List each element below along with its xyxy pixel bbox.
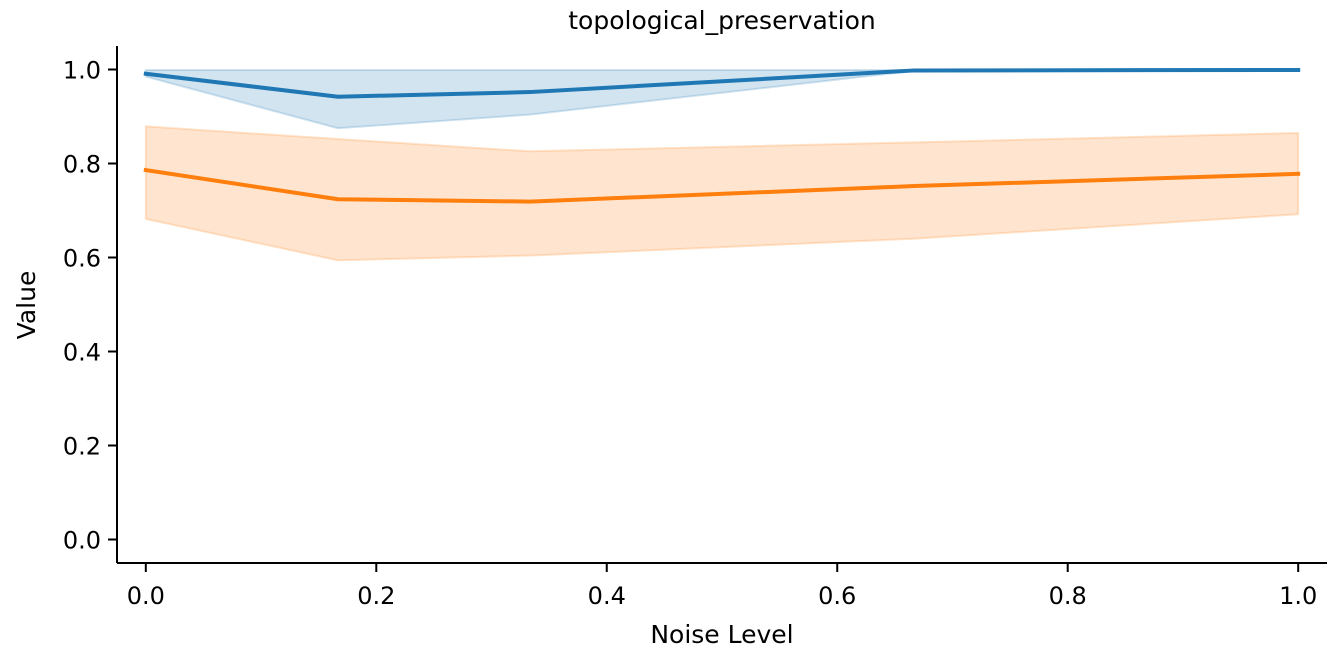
y-tick-label: 0.0 bbox=[63, 527, 101, 555]
x-axis-label: Noise Level bbox=[650, 620, 793, 649]
x-tick-label: 0.0 bbox=[127, 582, 165, 610]
y-tick-label: 0.8 bbox=[63, 151, 101, 179]
y-tick-label: 0.2 bbox=[63, 433, 101, 461]
series-line-2 bbox=[143, 167, 1301, 204]
x-tick-label: 0.8 bbox=[1049, 582, 1087, 610]
series-lines bbox=[143, 67, 1301, 204]
chart-title: topological_preservation bbox=[568, 6, 876, 35]
confidence-band-1 bbox=[144, 68, 1300, 130]
series-line-1 bbox=[143, 67, 1301, 99]
x-tick-label: 0.6 bbox=[818, 582, 856, 610]
x-tick-label: 0.4 bbox=[588, 582, 626, 610]
y-ticks: 0.0 0.2 0.4 0.6 0.8 1.0 bbox=[63, 57, 117, 555]
y-axis-label: Value bbox=[12, 271, 41, 340]
confidence-bands bbox=[144, 68, 1300, 262]
y-tick-label: 0.4 bbox=[63, 339, 101, 367]
x-tick-label: 0.2 bbox=[357, 582, 395, 610]
x-tick-label: 1.0 bbox=[1279, 582, 1317, 610]
y-tick-label: 0.6 bbox=[63, 245, 101, 273]
y-tick-label: 1.0 bbox=[63, 57, 101, 85]
x-ticks: 0.0 0.2 0.4 0.6 0.8 1.0 bbox=[127, 563, 1317, 610]
